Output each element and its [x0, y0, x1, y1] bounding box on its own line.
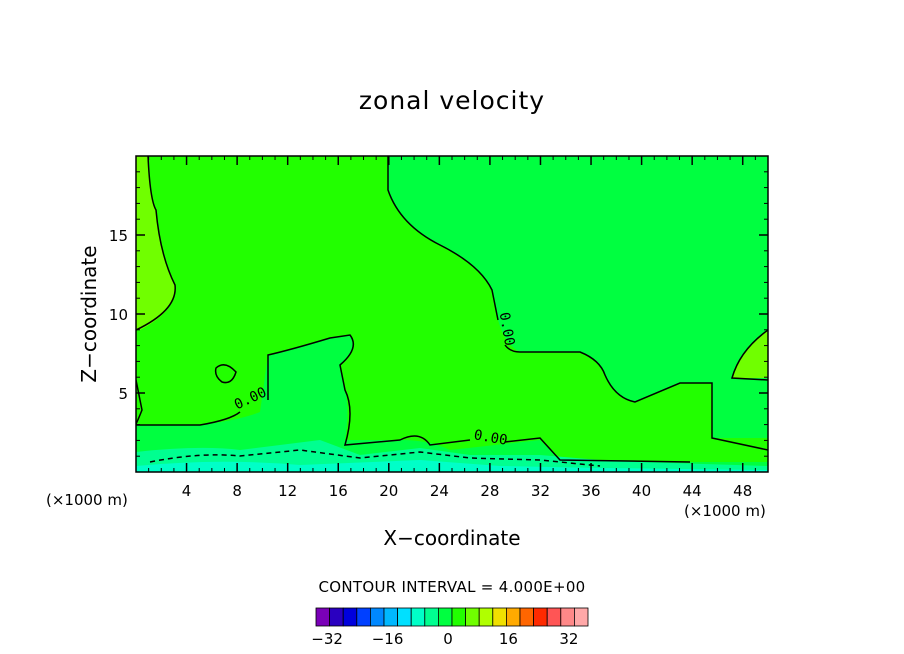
contour-line — [504, 344, 768, 451]
colorbar-swatch — [329, 607, 344, 627]
colorbar-tick-label: −16 — [372, 630, 404, 648]
colorbar-tick-label: 16 — [499, 630, 518, 648]
colorbar-swatch — [519, 607, 535, 627]
colorbar-swatch — [356, 607, 371, 627]
region-near-surface — [136, 440, 768, 472]
colorbar-tick-label: 0 — [443, 630, 453, 648]
region-surface-min — [136, 460, 768, 472]
x-tick-label: 20 — [379, 482, 398, 500]
contour-label: 0.00 — [473, 427, 509, 449]
colorbar-tick-label: −32 — [311, 630, 343, 648]
colorbar-swatch — [315, 607, 331, 627]
contour-line — [504, 437, 691, 463]
y-axis-unit: (×1000 m) — [46, 491, 128, 509]
y-axis: 5 10 15 — [109, 171, 768, 457]
colorbar-swatch — [369, 607, 385, 627]
contour-lines — [136, 156, 768, 467]
colorbar-swatch — [437, 607, 453, 627]
x-axis-label: X−coordinate — [383, 526, 521, 550]
x-tick-label: 12 — [278, 482, 297, 500]
colorbar-swatch — [492, 607, 507, 627]
y-tick-label: 5 — [118, 385, 128, 403]
colorbar-swatch — [451, 607, 467, 627]
x-axis-unit: (×1000 m) — [684, 502, 766, 520]
region-negative-right — [732, 330, 768, 378]
contour-fill-layer — [136, 156, 768, 472]
region-lower-middle — [136, 335, 768, 472]
contour-line — [731, 329, 768, 381]
x-tick-label: 32 — [531, 482, 550, 500]
contour-line — [149, 449, 601, 467]
colorbar-swatch — [560, 607, 575, 627]
contour-line — [136, 156, 176, 331]
colorbar-swatch — [546, 607, 562, 627]
colorbar: −32 −16 0 16 32 — [311, 607, 589, 648]
contour-line — [267, 334, 471, 446]
colorbar-swatch — [574, 607, 589, 627]
x-tick-label: 40 — [632, 482, 651, 500]
x-tick-label: 24 — [430, 482, 449, 500]
colorbar-swatch — [342, 607, 358, 627]
x-tick-label: 16 — [329, 482, 348, 500]
colorbar-swatch — [465, 607, 480, 627]
chart-title: zonal velocity — [358, 86, 546, 115]
colorbar-swatch — [410, 607, 426, 627]
colorbar-tick-label: 32 — [559, 630, 578, 648]
colorbar-swatch — [478, 607, 494, 627]
x-tick-label: 4 — [182, 482, 192, 500]
x-tick-label: 44 — [683, 482, 702, 500]
contour-line — [136, 411, 241, 426]
x-tick-label: 48 — [733, 482, 752, 500]
colorbar-swatch — [383, 607, 399, 627]
contour-interval-text: CONTOUR INTERVAL = 4.000E+00 — [318, 578, 586, 596]
x-tick-label: 8 — [232, 482, 242, 500]
colorbar-swatch — [397, 607, 412, 627]
contour-line — [214, 364, 237, 384]
colorbar-swatch — [505, 607, 521, 627]
y-axis-label: Z−coordinate — [77, 245, 101, 383]
y-tick-label: 15 — [109, 227, 128, 245]
contour-line — [387, 156, 499, 321]
x-tick-label: 36 — [581, 482, 600, 500]
y-tick-label: 10 — [109, 306, 128, 324]
x-tick-label: 28 — [480, 482, 499, 500]
colorbar-swatch — [424, 607, 439, 627]
contour-label: 0.00 — [496, 311, 518, 347]
colorbar-swatch — [533, 607, 548, 627]
region-negative-left-top — [136, 156, 176, 330]
x-axis: 4 8 12 16 20 24 28 32 36 40 44 48 — [148, 156, 756, 500]
